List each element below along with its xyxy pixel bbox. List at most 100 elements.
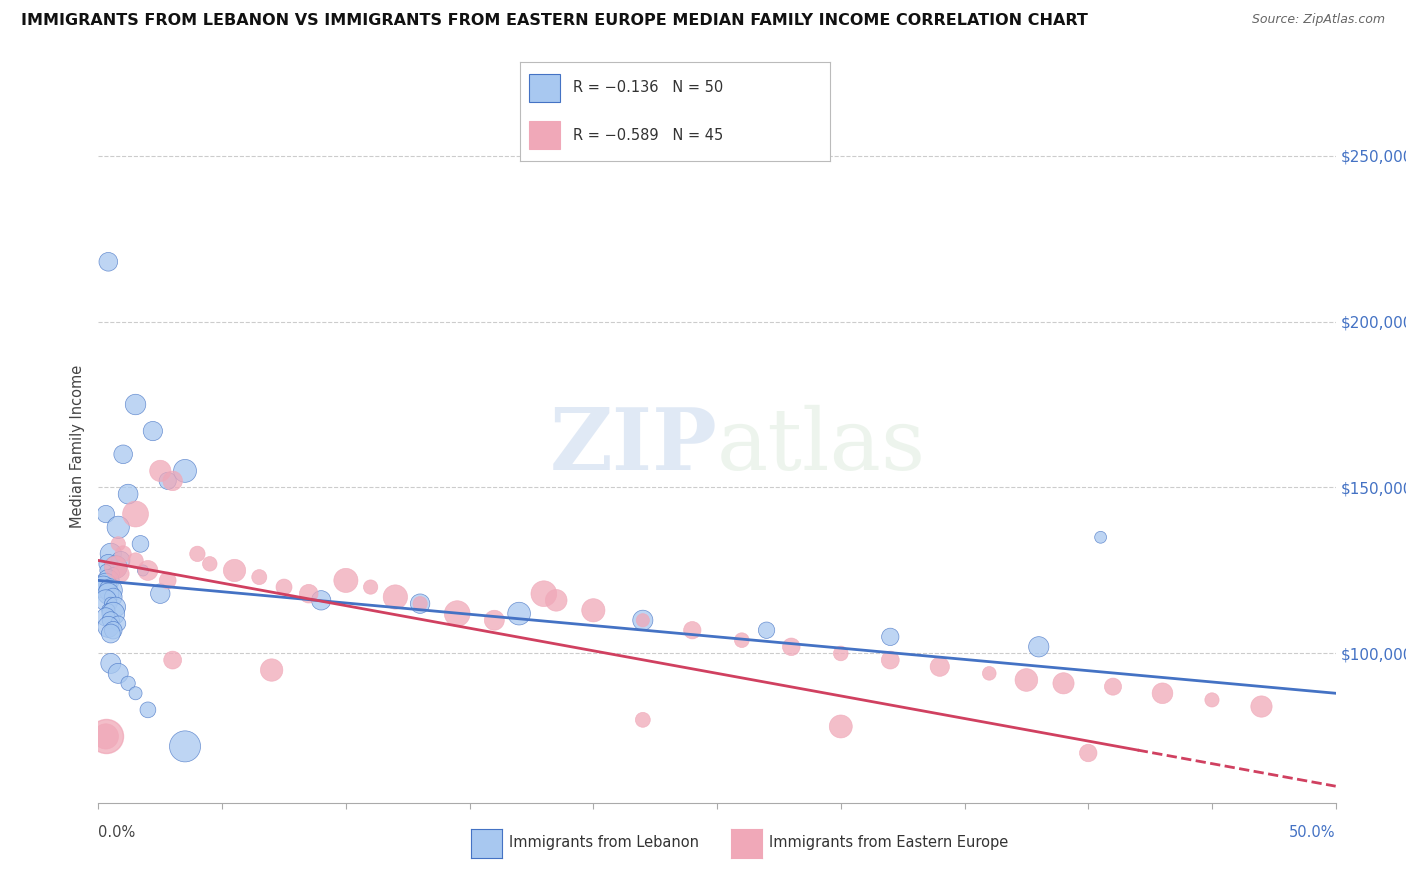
Point xyxy=(124,397,146,411)
Point xyxy=(149,587,172,601)
Text: atlas: atlas xyxy=(717,404,927,488)
Point xyxy=(136,703,159,717)
Text: Source: ZipAtlas.com: Source: ZipAtlas.com xyxy=(1251,13,1385,27)
Point xyxy=(149,464,172,478)
Point xyxy=(156,474,179,488)
Point xyxy=(1102,680,1125,694)
Bar xyxy=(530,74,561,102)
Point xyxy=(273,580,295,594)
Point xyxy=(1028,640,1050,654)
Point xyxy=(107,616,129,631)
Point xyxy=(110,566,132,581)
Point xyxy=(260,663,283,677)
Point xyxy=(1201,693,1223,707)
Point xyxy=(107,520,129,534)
Text: Immigrants from Lebanon: Immigrants from Lebanon xyxy=(509,836,699,850)
Point xyxy=(97,574,120,588)
Point xyxy=(100,570,122,584)
Y-axis label: Median Family Income: Median Family Income xyxy=(70,364,86,528)
Point xyxy=(484,613,506,627)
Point xyxy=(186,547,208,561)
Point xyxy=(94,576,117,591)
Point xyxy=(124,686,146,700)
Text: R = −0.589   N = 45: R = −0.589 N = 45 xyxy=(572,128,723,143)
Point xyxy=(97,620,120,634)
Point xyxy=(100,626,122,640)
Point xyxy=(755,624,778,638)
Point xyxy=(124,507,146,521)
Point xyxy=(97,557,120,571)
Point xyxy=(100,583,122,598)
Point xyxy=(107,666,129,681)
Point xyxy=(97,603,120,617)
Point xyxy=(94,730,117,744)
Point xyxy=(335,574,357,588)
Point xyxy=(100,657,122,671)
Point xyxy=(103,590,125,604)
Point xyxy=(681,624,703,638)
Point xyxy=(107,537,129,551)
Point xyxy=(94,593,117,607)
Point xyxy=(780,640,803,654)
Point xyxy=(446,607,468,621)
Point xyxy=(103,607,125,621)
Point xyxy=(309,593,332,607)
Point xyxy=(156,574,179,588)
Point xyxy=(94,564,117,578)
Point xyxy=(731,633,754,648)
Point xyxy=(533,587,555,601)
Point xyxy=(830,647,852,661)
Point xyxy=(879,653,901,667)
Point xyxy=(174,739,197,754)
Point xyxy=(224,564,246,578)
Point xyxy=(100,613,122,627)
Point xyxy=(1090,530,1112,544)
Point xyxy=(136,564,159,578)
Point xyxy=(830,719,852,733)
Point xyxy=(97,587,120,601)
Point xyxy=(142,424,165,438)
Point xyxy=(879,630,901,644)
Point xyxy=(1250,699,1272,714)
Point xyxy=(97,254,120,268)
Point xyxy=(928,659,950,673)
Bar xyxy=(530,121,561,149)
Point xyxy=(631,713,654,727)
Point xyxy=(384,590,406,604)
Point xyxy=(1052,676,1074,690)
Point xyxy=(117,487,139,501)
Point xyxy=(112,447,135,461)
Point xyxy=(94,507,117,521)
Point xyxy=(117,676,139,690)
Text: 50.0%: 50.0% xyxy=(1289,825,1336,840)
Point xyxy=(174,464,197,478)
Point xyxy=(631,613,654,627)
Point xyxy=(104,560,127,574)
Point xyxy=(1077,746,1099,760)
Point xyxy=(546,593,568,607)
Point xyxy=(198,557,221,571)
Point xyxy=(103,624,125,638)
Text: ZIP: ZIP xyxy=(550,404,717,488)
Point xyxy=(100,547,122,561)
Point xyxy=(129,537,152,551)
Point xyxy=(100,597,122,611)
Point xyxy=(1152,686,1174,700)
Text: Immigrants from Eastern Europe: Immigrants from Eastern Europe xyxy=(769,836,1008,850)
Point xyxy=(162,653,184,667)
Point xyxy=(409,597,432,611)
Point xyxy=(298,587,321,601)
Text: 0.0%: 0.0% xyxy=(98,825,135,840)
Point xyxy=(1015,673,1038,687)
Point xyxy=(409,597,432,611)
Point xyxy=(979,666,1001,681)
Point xyxy=(94,610,117,624)
Point xyxy=(94,730,117,744)
Point xyxy=(360,580,382,594)
Point xyxy=(110,553,132,567)
Point xyxy=(104,560,127,574)
Text: IMMIGRANTS FROM LEBANON VS IMMIGRANTS FROM EASTERN EUROPE MEDIAN FAMILY INCOME C: IMMIGRANTS FROM LEBANON VS IMMIGRANTS FR… xyxy=(21,13,1088,29)
Point xyxy=(247,570,270,584)
Point xyxy=(103,566,125,581)
Point xyxy=(631,613,654,627)
